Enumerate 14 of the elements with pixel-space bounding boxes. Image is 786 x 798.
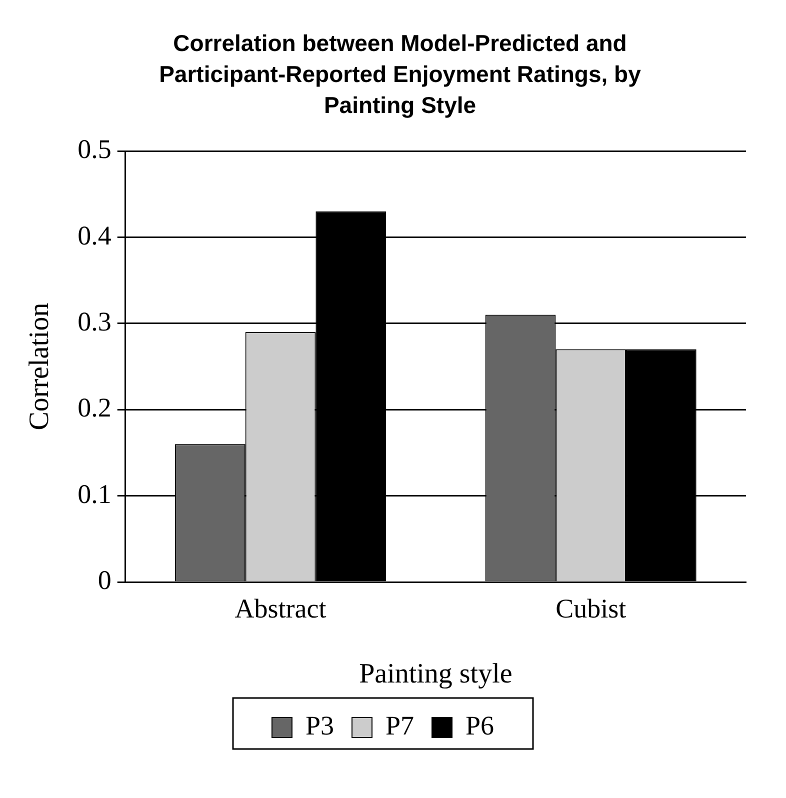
x-axis-title: Painting style [359,658,512,690]
y-tick-label: 0 [98,565,112,596]
y-tick-label: 0.4 [78,220,112,250]
chart-title: Correlation between Model-Predicted and Participant-Reported Enjoyment Ratings, by Painting Style [158,29,642,120]
legend-label: P3 [305,710,334,741]
legend-label: P6 [466,710,494,741]
legend-label: P7 [385,710,414,741]
y-tick-label: 0.5 [78,134,112,164]
x-tick-label: Abstract [234,593,327,624]
y-tick-label: 0.3 [78,306,112,336]
x-tick-label: Cubist [556,593,627,624]
y-tick-label: 0.2 [78,392,112,423]
y-tick-label: 0.1 [78,478,112,509]
y-axis-title: Correlation [24,302,56,430]
